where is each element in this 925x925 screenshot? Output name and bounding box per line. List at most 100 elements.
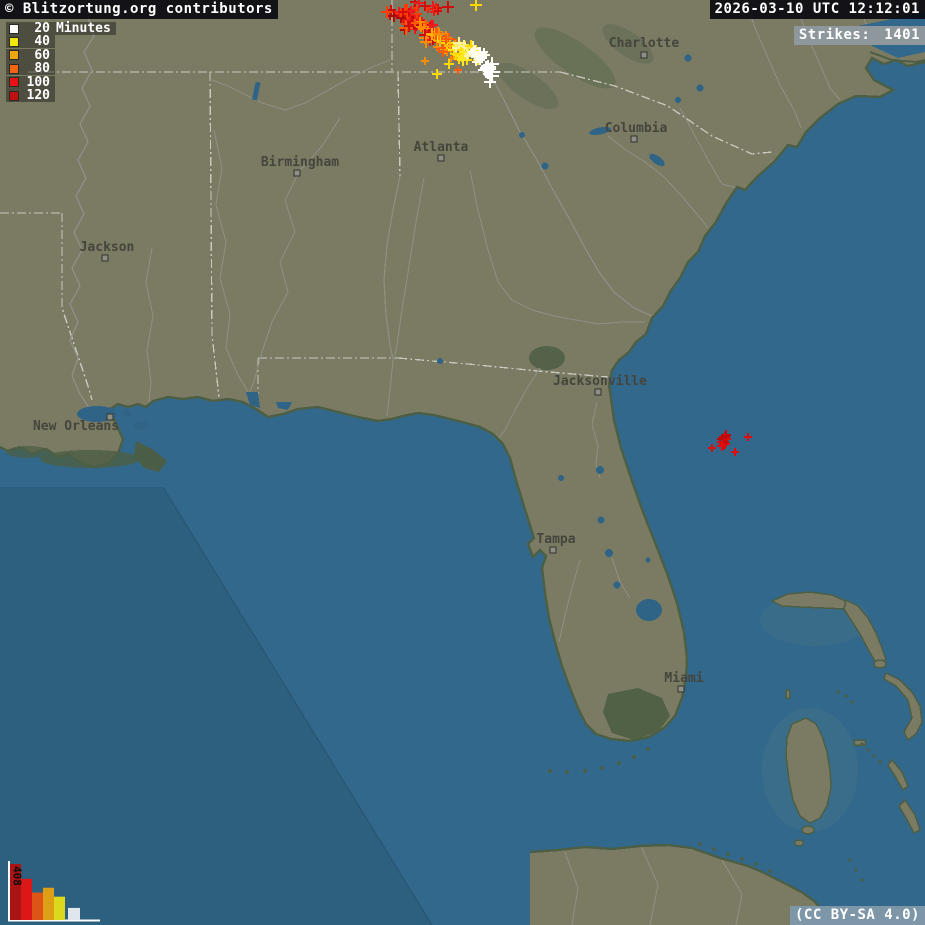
city-label-columbia: Columbia (605, 121, 668, 136)
lightning-strike-cross (414, 0, 424, 8)
barrier-islands (869, 51, 925, 64)
legend-minutes-value: 60 (34, 47, 50, 63)
lightning-strike-cross (432, 69, 442, 79)
lightning-strike-cross (717, 441, 727, 451)
lightning-strike-cross (406, 6, 416, 16)
lightning-strike-cross (413, 5, 419, 11)
lightning-strike-cross (420, 36, 432, 48)
histogram-bar (21, 878, 32, 920)
city-label-tampa: Tampa (536, 532, 575, 547)
attribution-title: © Blitzortung.org contributors (0, 0, 278, 19)
lightning-strike-cross (731, 448, 739, 456)
histogram-bar (54, 896, 65, 920)
strike-counter-label: Strikes: (798, 27, 871, 43)
lightning-strike-cross (405, 22, 413, 30)
city-marker-miami (677, 685, 685, 693)
lightning-strike-cross (441, 34, 451, 44)
legend-minutes-value: 20 (34, 21, 50, 36)
legend-minutes-value: 120 (26, 88, 50, 103)
legend-swatch-icon (9, 36, 19, 47)
lightning-strike-cross (708, 444, 716, 452)
city-marker-tampa (549, 546, 557, 554)
lightning-strike-cross (484, 76, 496, 88)
legend-row-20min: 20 Minutes (6, 22, 116, 35)
city-label-miami: Miami (664, 671, 703, 686)
lightning-strike-cross (439, 44, 447, 52)
lightning-strike-cross (434, 7, 442, 15)
lightning-strike-cross (479, 53, 487, 61)
lightning-strike-cross (399, 8, 407, 16)
lightning-strike-cross (459, 48, 467, 56)
lightning-strike-cross (420, 1, 430, 11)
legend-swatch-icon (9, 23, 19, 34)
city-marker-birmingham (293, 169, 301, 177)
legend-row-80min: 80 (6, 61, 55, 77)
histogram-bar (10, 864, 21, 920)
city-marker-atlanta (437, 154, 445, 162)
strike-histogram: 408 (8, 861, 100, 922)
timestamp-label: 2026-03-10 UTC 12:12:01 (709, 0, 925, 19)
lightning-strike-cross (444, 59, 454, 69)
city-marker-charlotte (640, 51, 648, 59)
city-labels-layer: Charlotte Columbia Atlanta Birmingham Jackso… (33, 36, 704, 693)
lightning-strike-cross (452, 44, 460, 52)
histogram-bar (68, 907, 80, 920)
legend-swatch-icon (9, 50, 19, 61)
mainland-landmass (0, 0, 925, 741)
histogram-axis (8, 861, 100, 922)
cuba (529, 842, 831, 925)
lightning-strike-cross (442, 33, 452, 43)
city-label-atlanta: Atlanta (414, 140, 469, 155)
histogram-bar (43, 887, 54, 920)
histogram-max-value-label: 408 (11, 866, 24, 886)
legend-row-120min: 120 (6, 89, 55, 102)
lightning-strike-cross (411, 19, 419, 27)
lightning-strike-cross (717, 436, 723, 442)
lightning-strike-cross (483, 69, 493, 79)
lightning-strike-cross (416, 22, 426, 32)
legend-row-100min: 100 (6, 74, 55, 90)
city-marker-jacksonville (594, 388, 602, 396)
legend-minutes-value: 40 (34, 34, 50, 50)
lightning-strike-cross (486, 62, 496, 72)
lightning-strike-cross (442, 1, 454, 13)
city-marker-columbia (630, 135, 638, 143)
city-label-charlotte: Charlotte (609, 36, 680, 51)
coastline (0, 56, 925, 743)
legend-swatch-icon (9, 77, 19, 88)
lightning-strike-cross (433, 28, 445, 40)
lightning-strike-cross (470, 0, 482, 11)
strike-counter-value: 1401 (884, 27, 920, 43)
city-label-birmingham: Birmingham (261, 155, 339, 170)
lightning-strike-cross (381, 6, 393, 18)
legend-minutes-value: 100 (26, 74, 50, 90)
lightning-strikes-layer (381, 0, 752, 456)
legend-minutes-value: 80 (34, 61, 50, 77)
city-label-jackson: Jackson (80, 240, 135, 255)
bahamas-islands (548, 591, 923, 882)
lightning-strike-cross (454, 66, 462, 74)
legend-swatch-icon (9, 63, 19, 74)
legend-swatch-icon (9, 90, 19, 101)
lightning-strike-cross (423, 20, 429, 26)
coverage-boundary (0, 486, 433, 925)
lightning-strike-cross (471, 45, 479, 53)
city-label-new-orleans: New Orleans (33, 419, 119, 434)
city-marker-new-orleans (106, 413, 114, 421)
city-marker-jackson (101, 254, 109, 262)
lightning-strike-cross (472, 58, 480, 66)
legend-row-40min: 40 (6, 34, 55, 50)
lightning-strike-cross (721, 430, 731, 440)
lightning-strike-cross (399, 21, 413, 35)
lightning-strike-cross (421, 57, 429, 65)
strike-counter: Strikes: 1401 (793, 26, 925, 45)
legend-row-60min: 60 (6, 47, 55, 63)
lightning-strike-cross (415, 17, 425, 27)
lightning-strike-cross (744, 433, 752, 441)
city-label-jacksonville: Jacksonville (553, 374, 647, 389)
legend-unit-label: Minutes (56, 21, 111, 36)
histogram-bar (32, 892, 43, 920)
license-label: (CC BY-SA 4.0) (789, 906, 925, 925)
